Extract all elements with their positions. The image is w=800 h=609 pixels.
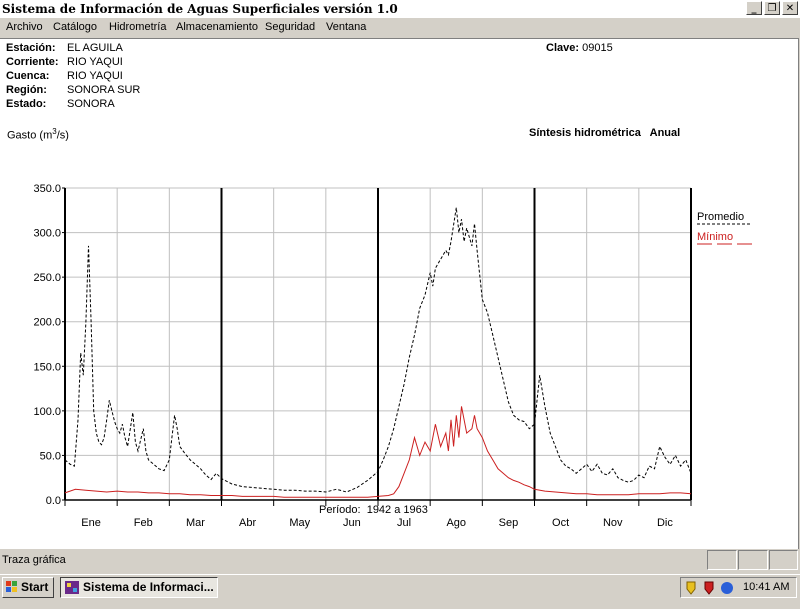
series-line-promedio bbox=[64, 207, 692, 493]
station-values: EL AGUILA RIO YAQUI RIO YAQUI SONORA SUR… bbox=[67, 41, 140, 111]
y-axis-label: Gasto (m3/s) bbox=[7, 127, 69, 142]
close-button[interactable]: ✕ bbox=[782, 1, 798, 15]
y-tick-label: 0.0 bbox=[46, 495, 61, 507]
window-title: Sistema de Información de Aguas Superfic… bbox=[2, 2, 398, 16]
shield-icon bbox=[686, 581, 696, 595]
status-panel bbox=[707, 550, 737, 570]
minimize-button[interactable]: _ bbox=[746, 1, 762, 15]
clock: 10:41 AM bbox=[743, 581, 790, 593]
start-button[interactable]: Start bbox=[2, 577, 54, 598]
clave: Clave: 09015 bbox=[546, 41, 613, 55]
month-label: Oct bbox=[552, 517, 569, 529]
month-label: Mar bbox=[186, 517, 205, 529]
restore-button[interactable]: ❐ bbox=[764, 1, 780, 15]
x-labels: Ene Feb Mar Abr May Jun Jul Ago Sep Oct Nov Dic bbox=[81, 517, 673, 529]
network-icon bbox=[721, 582, 733, 594]
y-tick-label: 50.0 bbox=[40, 450, 61, 462]
chart-legend: Promedio Mínimo bbox=[697, 211, 752, 245]
month-label: Sep bbox=[499, 517, 519, 529]
estacion-value: EL AGUILA bbox=[67, 42, 123, 54]
estacion-label: Estación: bbox=[6, 42, 56, 54]
y-tick-label: 150.0 bbox=[33, 361, 61, 373]
month-label: Nov bbox=[603, 517, 623, 529]
system-tray: 10:41 AM bbox=[680, 577, 797, 598]
corriente-value: RIO YAQUI bbox=[67, 56, 123, 68]
series-line-mnimo bbox=[64, 406, 692, 498]
region-label: Región: bbox=[6, 84, 47, 96]
app-icon bbox=[65, 581, 79, 594]
station-labels: Estación: Corriente: Cuenca: Región: Est… bbox=[6, 41, 59, 111]
taskbar-app-button[interactable]: Sistema de Informaci... bbox=[60, 577, 218, 598]
clave-label: Clave: bbox=[546, 42, 580, 54]
menu-almacenamiento[interactable]: Almacenamiento bbox=[176, 21, 258, 33]
menu-catalogo[interactable]: Catálogo bbox=[53, 21, 98, 33]
taskbar-app-label: Sistema de Informaci... bbox=[83, 580, 214, 594]
taskbar: Start Sistema de Informaci... 10:41 AM bbox=[0, 574, 800, 600]
title-bar: Sistema de Información de Aguas Superfic… bbox=[0, 0, 800, 18]
legend-label: Promedio bbox=[697, 211, 744, 223]
month-label: Feb bbox=[134, 517, 153, 529]
windows-logo-icon bbox=[6, 581, 17, 592]
month-label: Jun bbox=[343, 517, 361, 529]
month-label: May bbox=[289, 517, 310, 529]
menu-bar: Archivo Catálogo Hidrometría Almacenamie… bbox=[0, 18, 800, 37]
y-ticks: 350.0 300.0 250.0 200.0 150.0 100.0 50.0 0.0 bbox=[33, 183, 65, 507]
chart-lines bbox=[64, 207, 692, 498]
estado-value: SONORA bbox=[67, 98, 115, 110]
cuenca-value: RIO YAQUI bbox=[67, 70, 123, 82]
estado-label: Estado: bbox=[6, 98, 47, 110]
status-panel bbox=[738, 550, 768, 570]
month-label: Ene bbox=[81, 517, 101, 529]
status-text: Traza gráfica bbox=[2, 554, 66, 566]
legend-label: Mínimo bbox=[697, 231, 733, 243]
corriente-label: Corriente: bbox=[6, 56, 59, 68]
month-label: Abr bbox=[239, 517, 256, 529]
synthesis-title: Síntesis hidrométrica Anual bbox=[529, 127, 681, 139]
tray-icons bbox=[686, 581, 733, 595]
y-tick-label: 350.0 bbox=[33, 183, 61, 195]
status-panel bbox=[769, 550, 798, 570]
month-label: Dic bbox=[657, 517, 673, 529]
periodo-label: Período: 1942 a 1963 bbox=[319, 504, 428, 516]
content-area: Estación: Corriente: Cuenca: Región: Est… bbox=[0, 38, 799, 549]
y-tick-label: 300.0 bbox=[33, 228, 61, 240]
menu-ventana[interactable]: Ventana bbox=[326, 21, 367, 33]
y-tick-label: 200.0 bbox=[33, 317, 61, 329]
hydro-chart: 350.0 300.0 250.0 200.0 150.0 100.0 50.0 0.0 En… bbox=[33, 183, 752, 529]
chart-grid bbox=[64, 187, 692, 506]
clave-value: 09015 bbox=[582, 42, 613, 54]
menu-seguridad[interactable]: Seguridad bbox=[265, 21, 316, 33]
y-tick-label: 250.0 bbox=[33, 272, 61, 284]
start-label: Start bbox=[21, 580, 49, 594]
security-alert-icon bbox=[704, 581, 714, 595]
window-controls: _ ❐ ✕ bbox=[746, 1, 798, 15]
menu-hidrometria[interactable]: Hidrometría bbox=[109, 21, 167, 33]
region-value: SONORA SUR bbox=[67, 84, 141, 96]
month-label: Ago bbox=[446, 517, 466, 529]
y-tick-label: 100.0 bbox=[33, 406, 61, 418]
month-label: Jul bbox=[397, 517, 411, 529]
status-bar: Traza gráfica bbox=[0, 550, 800, 572]
menu-archivo[interactable]: Archivo bbox=[6, 21, 43, 33]
cuenca-label: Cuenca: bbox=[6, 70, 50, 82]
